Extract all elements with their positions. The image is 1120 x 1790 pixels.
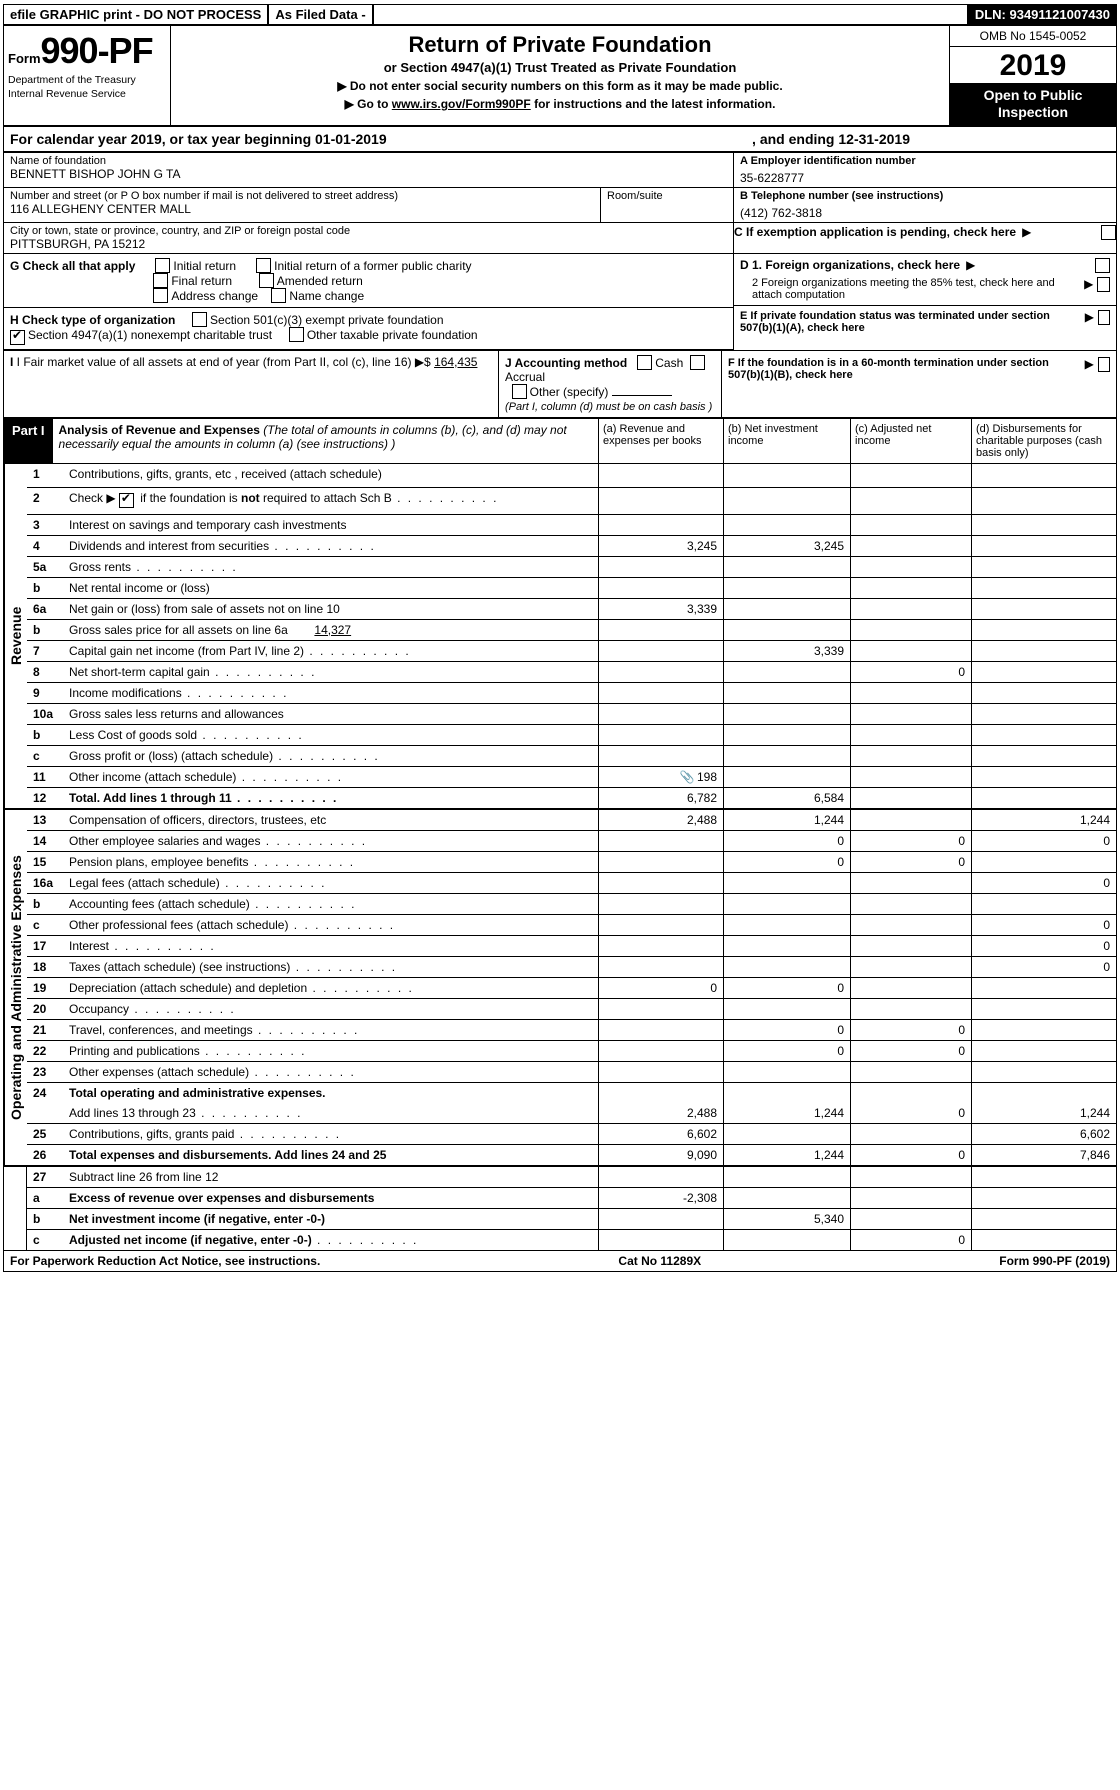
d-section: D 1. Foreign organizations, check here▶ … — [734, 254, 1116, 305]
f-checkbox[interactable] — [1098, 357, 1110, 372]
omb-number: OMB No 1545-0052 — [950, 26, 1116, 47]
j-accrual-checkbox[interactable] — [690, 355, 705, 370]
ssn-warning: ▶ Do not enter social security numbers o… — [177, 79, 943, 93]
calendar-year-row: For calendar year 2019, or tax year begi… — [4, 127, 1116, 153]
expenses-table: Operating and Administrative Expenses 13… — [4, 810, 1116, 1167]
form-subtitle: or Section 4947(a)(1) Trust Treated as P… — [177, 60, 943, 75]
g-d-row: G Check all that apply Initial return In… — [4, 254, 1116, 350]
g-address-checkbox[interactable] — [153, 288, 168, 303]
dln: DLN: 93491121007430 — [969, 5, 1116, 24]
col-c-header: (c) Adjusted net income — [850, 419, 971, 463]
irs-link[interactable]: www.irs.gov/Form990PF — [392, 97, 531, 111]
efile-notice: efile GRAPHIC print - DO NOT PROCESS — [4, 5, 269, 24]
city-pending-row: City or town, state or province, country… — [4, 223, 1116, 254]
goto-link: ▶ Go to www.irs.gov/Form990PF for instru… — [177, 97, 943, 111]
addr-phone-row: Number and street (or P O box number if … — [4, 188, 1116, 223]
form-number: Form990-PF — [8, 30, 166, 72]
form-ref: Form 990-PF (2019) — [999, 1254, 1110, 1268]
header-left: Form990-PF Department of the Treasury In… — [4, 26, 171, 125]
foundation-name: Name of foundation BENNETT BISHOP JOHN G… — [4, 153, 733, 183]
g-initial-checkbox[interactable] — [155, 258, 170, 273]
e-checkbox[interactable] — [1098, 310, 1110, 325]
expenses-side-label: Operating and Administrative Expenses — [4, 810, 27, 1165]
col-d-header: (d) Disbursements for charitable purpose… — [971, 419, 1116, 463]
f-section: F If the foundation is in a 60-month ter… — [722, 351, 1116, 417]
g-amended-checkbox[interactable] — [259, 273, 274, 288]
attachment-icon[interactable]: 📎 — [680, 770, 694, 784]
tax-year: 2019 — [950, 47, 1116, 83]
open-inspection: Open to Public Inspection — [950, 83, 1116, 125]
g-former-checkbox[interactable] — [256, 258, 271, 273]
top-bar: efile GRAPHIC print - DO NOT PROCESS As … — [4, 5, 1116, 26]
g-final-checkbox[interactable] — [153, 273, 168, 288]
g-section: G Check all that apply Initial return In… — [4, 254, 733, 307]
e-section: E If private foundation status was termi… — [734, 305, 1116, 338]
col-b-header: (b) Net investment income — [723, 419, 850, 463]
h-4947-checkbox[interactable] — [10, 330, 25, 345]
part1-label: Part I — [4, 419, 53, 463]
form-page: efile GRAPHIC print - DO NOT PROCESS As … — [3, 4, 1117, 1272]
part1-desc: Analysis of Revenue and Expenses (The to… — [53, 419, 598, 463]
i-j-f-row: I I Fair market value of all assets at e… — [4, 350, 1116, 419]
name-ein-row: Name of foundation BENNETT BISHOP JOHN G… — [4, 153, 1116, 188]
header-right: OMB No 1545-0052 2019 Open to Public Ins… — [949, 26, 1116, 125]
irs: Internal Revenue Service — [8, 88, 166, 100]
j-other-checkbox[interactable] — [512, 384, 527, 399]
c-checkbox[interactable] — [1101, 225, 1116, 240]
j-accounting: J Accounting method Cash Accrual Other (… — [499, 351, 722, 417]
ein: A Employer identification number 35-6228… — [734, 153, 1116, 187]
h-section: H Check type of organization Section 501… — [4, 307, 733, 350]
form-title: Return of Private Foundation — [177, 32, 943, 58]
room-suite: Room/suite — [601, 188, 733, 222]
i-fmv: I I Fair market value of all assets at e… — [4, 351, 499, 417]
h-other-checkbox[interactable] — [289, 327, 304, 342]
telephone: B Telephone number (see instructions) (4… — [734, 188, 1116, 222]
d2-checkbox[interactable] — [1097, 277, 1110, 292]
revenue-table: Revenue 1Contributions, gifts, grants, e… — [4, 464, 1116, 810]
city-state-zip: City or town, state or province, country… — [4, 223, 733, 253]
page-footer: For Paperwork Reduction Act Notice, see … — [4, 1250, 1116, 1271]
part1-header: Part I Analysis of Revenue and Expenses … — [4, 419, 1116, 464]
street-address: Number and street (or P O box number if … — [4, 188, 601, 222]
col-a-header: (a) Revenue and expenses per books — [598, 419, 723, 463]
revenue-side-label: Revenue — [4, 464, 27, 808]
d1-checkbox[interactable] — [1095, 258, 1110, 273]
as-filed: As Filed Data - — [269, 5, 373, 24]
topbar-spacer — [374, 5, 969, 24]
c-pending: C If exemption application is pending, c… — [734, 223, 1116, 242]
h-501c3-checkbox[interactable] — [192, 312, 207, 327]
line27-table: 27Subtract line 26 from line 12 aExcess … — [4, 1167, 1116, 1250]
schb-checkbox[interactable] — [119, 493, 134, 508]
form-header: Form990-PF Department of the Treasury In… — [4, 26, 1116, 127]
dept-treasury: Department of the Treasury — [8, 74, 166, 86]
g-name-checkbox[interactable] — [271, 288, 286, 303]
header-mid: Return of Private Foundation or Section … — [171, 26, 949, 125]
cat-no: Cat No 11289X — [618, 1254, 701, 1268]
j-cash-checkbox[interactable] — [637, 355, 652, 370]
paperwork-notice: For Paperwork Reduction Act Notice, see … — [10, 1254, 320, 1268]
